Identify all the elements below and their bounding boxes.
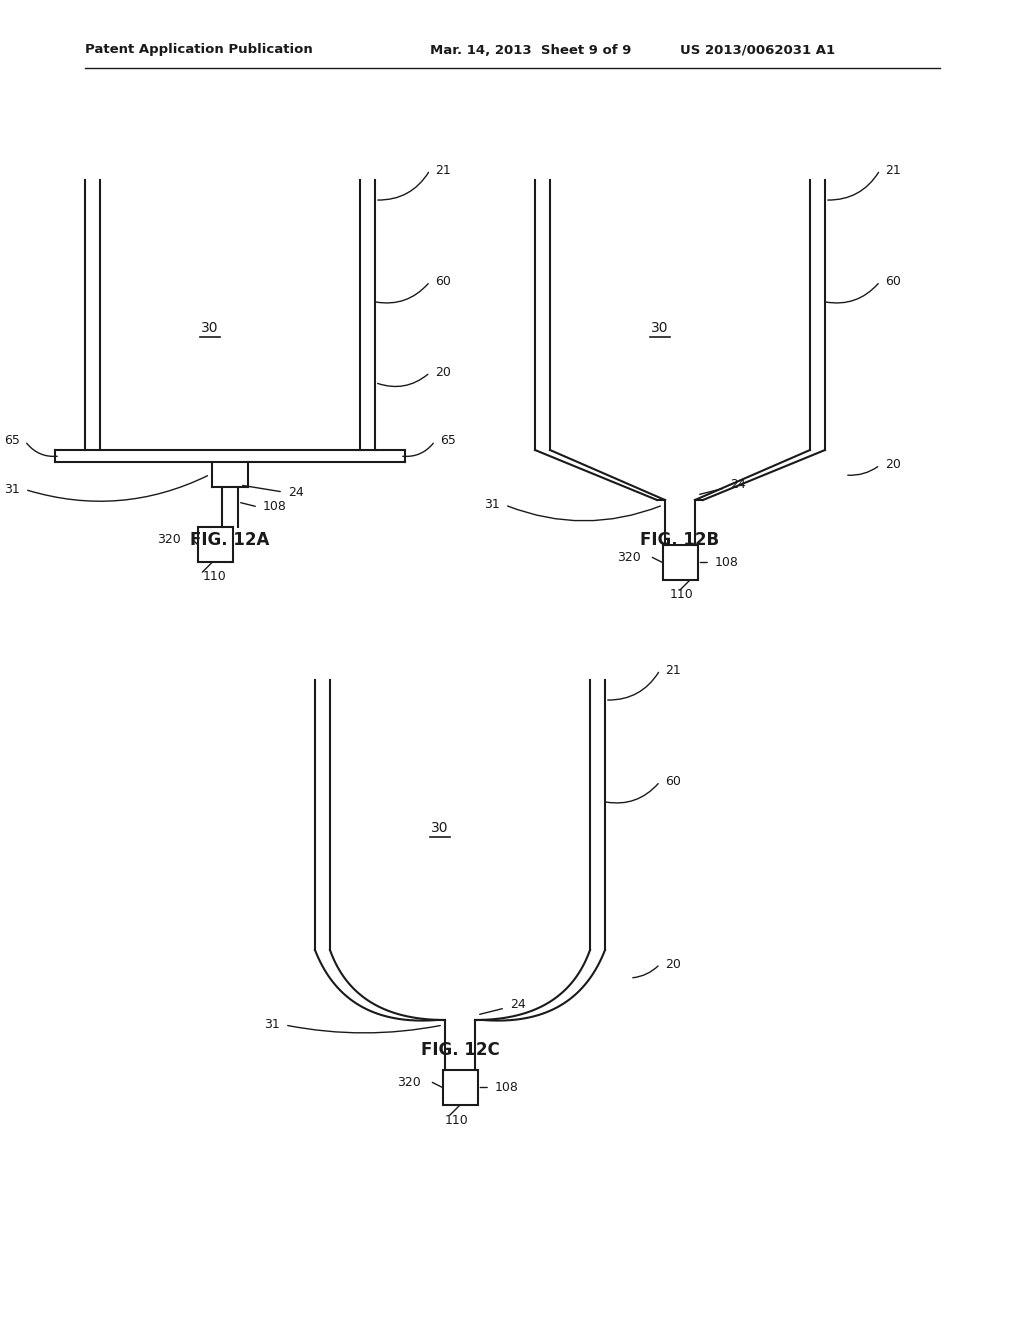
Text: 320: 320 <box>617 550 641 564</box>
Text: FIG. 12A: FIG. 12A <box>190 531 269 549</box>
Text: 20: 20 <box>435 366 451 379</box>
Text: 108: 108 <box>495 1081 519 1094</box>
Text: FIG. 12C: FIG. 12C <box>421 1041 500 1059</box>
Text: 320: 320 <box>158 533 181 546</box>
Text: 65: 65 <box>4 434 20 447</box>
Text: 108: 108 <box>263 500 287 513</box>
Text: 110: 110 <box>203 570 226 583</box>
Text: 65: 65 <box>440 434 456 447</box>
Text: 30: 30 <box>431 821 449 836</box>
Text: 110: 110 <box>445 1114 469 1126</box>
Text: Patent Application Publication: Patent Application Publication <box>85 44 312 57</box>
Text: FIG. 12B: FIG. 12B <box>640 531 720 549</box>
Text: 21: 21 <box>435 164 451 177</box>
Bar <box>663 545 697 579</box>
Text: 20: 20 <box>665 957 681 970</box>
Text: 24: 24 <box>510 998 525 1011</box>
Text: 31: 31 <box>484 499 500 511</box>
Text: US 2013/0062031 A1: US 2013/0062031 A1 <box>680 44 836 57</box>
Bar <box>442 1071 477 1105</box>
Bar <box>198 527 232 562</box>
Text: 21: 21 <box>665 664 681 676</box>
Text: 60: 60 <box>435 275 451 288</box>
Text: 24: 24 <box>288 486 304 499</box>
Text: 30: 30 <box>202 322 219 335</box>
Text: 31: 31 <box>264 1019 280 1031</box>
Text: 108: 108 <box>715 556 739 569</box>
Text: 320: 320 <box>397 1076 421 1089</box>
Text: 60: 60 <box>665 775 681 788</box>
Text: 24: 24 <box>730 479 745 491</box>
Text: 60: 60 <box>885 275 901 288</box>
Text: 31: 31 <box>4 483 20 496</box>
Text: 21: 21 <box>885 164 901 177</box>
Text: 110: 110 <box>670 589 693 602</box>
Text: 20: 20 <box>885 458 901 471</box>
Text: 30: 30 <box>651 322 669 335</box>
Text: Mar. 14, 2013  Sheet 9 of 9: Mar. 14, 2013 Sheet 9 of 9 <box>430 44 632 57</box>
